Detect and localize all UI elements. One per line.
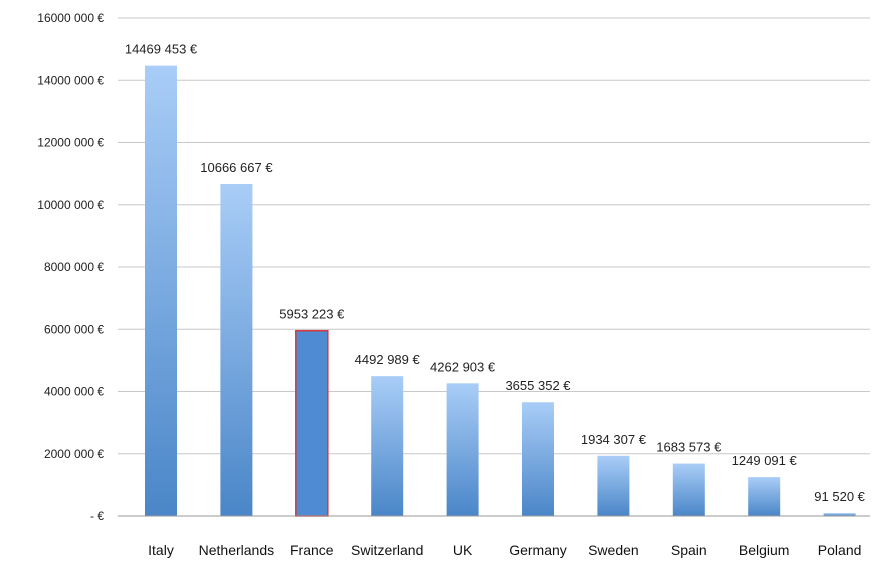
category-label: France [290, 542, 334, 558]
category-label: Germany [509, 542, 567, 558]
category-label: UK [453, 542, 473, 558]
bar-switzerland [371, 376, 404, 516]
bar-france [295, 329, 329, 517]
category-label: Italy [148, 542, 174, 558]
data-labels: 14469 453 € 10666 667 € 5953 223 € 4492 989… [125, 42, 866, 505]
data-label: 4262 903 € [430, 359, 496, 374]
bar-netherlands [220, 183, 253, 516]
bar-italy [145, 65, 177, 516]
bars [145, 65, 856, 517]
category-label: Spain [671, 542, 707, 558]
data-label: 1934 307 € [581, 432, 647, 447]
y-tick-label: 16000 000 € [37, 11, 104, 25]
x-axis-categories: Italy Netherlands France Switzerland UK Germa… [148, 542, 861, 558]
y-tick-label: 4000 000 € [44, 385, 104, 399]
category-label: Belgium [739, 542, 790, 558]
bar-uk [446, 383, 479, 516]
y-tick-label: 8000 000 € [44, 260, 104, 274]
category-label: Sweden [588, 542, 639, 558]
data-label: 14469 453 € [125, 42, 198, 57]
category-label: Switzerland [351, 542, 423, 558]
data-label: 4492 989 € [355, 352, 421, 367]
data-label: 10666 667 € [200, 160, 273, 175]
y-tick-label: - € [90, 509, 104, 523]
bar-belgium [748, 477, 781, 516]
y-tick-label: 10000 000 € [37, 198, 104, 212]
data-label: 5953 223 € [279, 307, 345, 322]
bar-spain [672, 463, 705, 516]
y-axis-ticks: - € 2000 000 € 4000 000 € 6000 000 € 8000 00… [37, 11, 104, 523]
y-tick-label: 14000 000 € [37, 73, 104, 87]
data-label: 91 520 € [814, 489, 865, 504]
category-label: Netherlands [199, 542, 275, 558]
data-label: 3655 352 € [505, 378, 571, 393]
y-tick-label: 6000 000 € [44, 322, 104, 336]
bar-germany [522, 402, 554, 516]
data-label: 1249 091 € [732, 453, 798, 468]
category-label: Poland [818, 542, 862, 558]
bar-sweden [597, 455, 630, 516]
data-label: 1683 573 € [656, 440, 722, 455]
y-tick-label: 2000 000 € [44, 447, 104, 461]
bar-poland [823, 513, 856, 516]
y-tick-label: 12000 000 € [37, 136, 104, 150]
